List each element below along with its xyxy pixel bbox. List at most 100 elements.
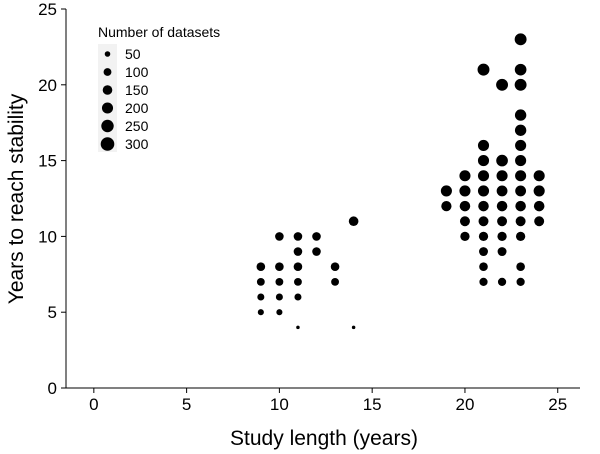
data-point (515, 139, 527, 151)
data-point (533, 200, 545, 212)
x-tick-label: 10 (270, 395, 289, 414)
data-point (479, 247, 488, 257)
data-point (441, 200, 452, 212)
x-ticks: 0 5 10 15 20 25 (89, 388, 567, 414)
x-tick-label: 15 (363, 395, 382, 414)
data-point (515, 155, 527, 167)
legend-label: 200 (125, 100, 149, 116)
data-point (497, 231, 507, 242)
data-point (294, 277, 302, 286)
legend-key (103, 68, 112, 76)
x-tick-label: 5 (182, 395, 191, 414)
axes (65, 9, 580, 389)
data-point (256, 262, 266, 272)
legend: Number of datasets 50 100 150 200 250 300 (98, 24, 220, 152)
y-tick-label: 0 (48, 379, 57, 398)
data-point (275, 293, 283, 301)
legend-key (102, 85, 113, 95)
data-point (276, 309, 283, 316)
data-point (534, 216, 545, 227)
data-point (497, 277, 507, 286)
data-point (478, 231, 489, 242)
data-points (256, 33, 545, 330)
data-point (330, 262, 340, 272)
y-tick-label: 5 (48, 303, 57, 322)
data-point (293, 232, 303, 241)
data-point (331, 277, 339, 286)
data-point (275, 277, 284, 286)
data-point (514, 78, 527, 91)
data-point (516, 262, 525, 272)
data-point (477, 185, 490, 197)
data-point (275, 232, 284, 241)
data-point (477, 170, 490, 182)
legend-label: 250 (125, 118, 149, 134)
data-point (293, 247, 303, 256)
data-point (477, 63, 490, 76)
data-point (514, 124, 527, 136)
data-point (516, 277, 525, 286)
data-point (459, 200, 471, 212)
data-point (514, 33, 527, 46)
data-point (275, 262, 284, 272)
x-tick-label: 25 (548, 395, 567, 414)
data-point (515, 216, 526, 227)
data-point (459, 170, 471, 182)
data-point (496, 154, 508, 167)
y-axis-title: Years to reach stability (5, 93, 28, 304)
data-point (496, 185, 508, 197)
data-point (479, 262, 488, 272)
data-point (293, 262, 303, 272)
data-point (348, 216, 359, 227)
data-point (477, 139, 490, 151)
data-point (533, 185, 545, 197)
legend-key-background (98, 44, 117, 152)
data-point (312, 247, 321, 256)
data-point (459, 185, 471, 197)
legend-label: 150 (125, 82, 149, 98)
data-point (515, 200, 526, 212)
legend-label: 100 (125, 64, 149, 80)
data-point (477, 155, 490, 167)
data-point (496, 170, 508, 182)
y-ticks: 0 5 10 15 20 25 (38, 0, 66, 398)
data-point (478, 216, 489, 227)
legend-key (101, 119, 114, 133)
data-point (514, 109, 527, 121)
legend-title: Number of datasets (98, 24, 220, 40)
data-point (257, 293, 265, 301)
x-tick-label: 0 (89, 395, 98, 414)
data-point (460, 231, 470, 242)
data-point (497, 216, 508, 227)
data-point (496, 200, 508, 212)
data-point (478, 200, 489, 212)
data-point (515, 185, 527, 197)
data-point (515, 231, 526, 242)
y-tick-label: 20 (38, 76, 57, 95)
data-point (294, 293, 302, 301)
data-point (496, 78, 509, 91)
data-point (257, 309, 264, 316)
data-point (312, 232, 321, 241)
x-tick-label: 20 (455, 395, 474, 414)
legend-label: 50 (125, 46, 141, 62)
data-point (440, 185, 452, 197)
data-point (296, 325, 300, 330)
data-point (497, 247, 507, 257)
data-point (533, 170, 545, 182)
legend-label: 300 (125, 136, 149, 152)
data-point (515, 170, 527, 182)
y-tick-label: 25 (38, 0, 57, 19)
data-point (256, 277, 265, 286)
legend-key (100, 137, 115, 151)
data-point (459, 216, 470, 227)
data-point (479, 277, 488, 286)
legend-key (104, 51, 111, 57)
legend-entries: 50 100 150 200 250 300 (98, 44, 149, 152)
y-tick-label: 10 (38, 227, 57, 246)
y-tick-label: 15 (38, 152, 57, 171)
legend-key (101, 102, 114, 114)
data-point (514, 63, 527, 76)
x-axis-title: Study length (years) (230, 427, 418, 450)
